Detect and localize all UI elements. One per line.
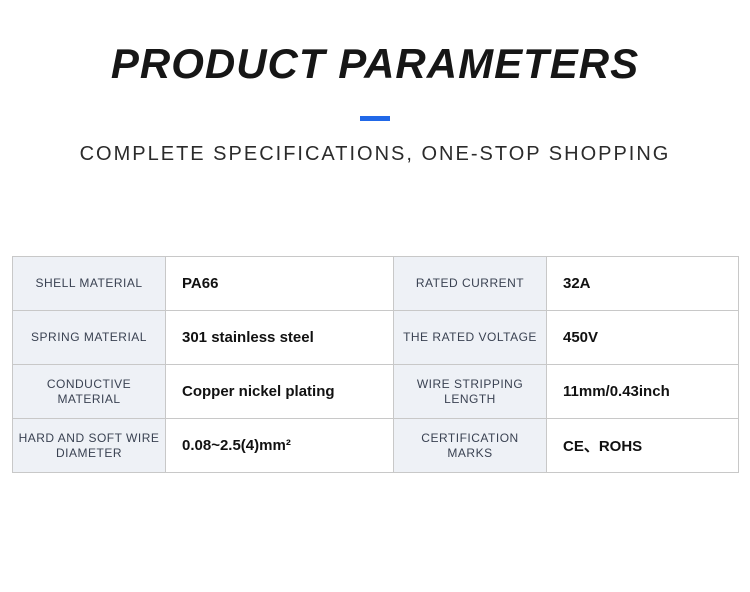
spec-label: THE RATED VOLTAGE [394, 311, 547, 365]
page-subtitle: COMPLETE SPECIFICATIONS, ONE-STOP SHOPPI… [0, 143, 750, 166]
spec-label: HARD AND SOFT WIRE DIAMETER [13, 419, 166, 473]
spec-value: 11mm/0.43inch [547, 365, 739, 419]
spec-label: SHELL MATERIAL [13, 257, 166, 311]
spec-label: WIRE STRIPPING LENGTH [394, 365, 547, 419]
spec-value: 32A [547, 257, 739, 311]
spec-value: PA66 [166, 257, 394, 311]
page-title: PRODUCT PARAMETERS [0, 40, 750, 88]
spec-label: RATED CURRENT [394, 257, 547, 311]
table-row: HARD AND SOFT WIRE DIAMETER 0.08~2.5(4)m… [13, 419, 739, 473]
spec-label: CERTIFICATION MARKS [394, 419, 547, 473]
spec-value: 301 stainless steel [166, 311, 394, 365]
spec-label: SPRING MATERIAL [13, 311, 166, 365]
spec-table-container: SHELL MATERIAL PA66 RATED CURRENT 32A SP… [0, 256, 750, 473]
spec-table: SHELL MATERIAL PA66 RATED CURRENT 32A SP… [12, 256, 739, 473]
header: PRODUCT PARAMETERS COMPLETE SPECIFICATIO… [0, 0, 750, 166]
table-row: CONDUCTIVE MATERIAL Copper nickel platin… [13, 365, 739, 419]
spec-label: CONDUCTIVE MATERIAL [13, 365, 166, 419]
accent-divider [360, 116, 390, 121]
spec-value: 450V [547, 311, 739, 365]
spec-value: CE、ROHS [547, 419, 739, 473]
spec-value: Copper nickel plating [166, 365, 394, 419]
spec-value: 0.08~2.5(4)mm² [166, 419, 394, 473]
table-row: SHELL MATERIAL PA66 RATED CURRENT 32A [13, 257, 739, 311]
table-row: SPRING MATERIAL 301 stainless steel THE … [13, 311, 739, 365]
